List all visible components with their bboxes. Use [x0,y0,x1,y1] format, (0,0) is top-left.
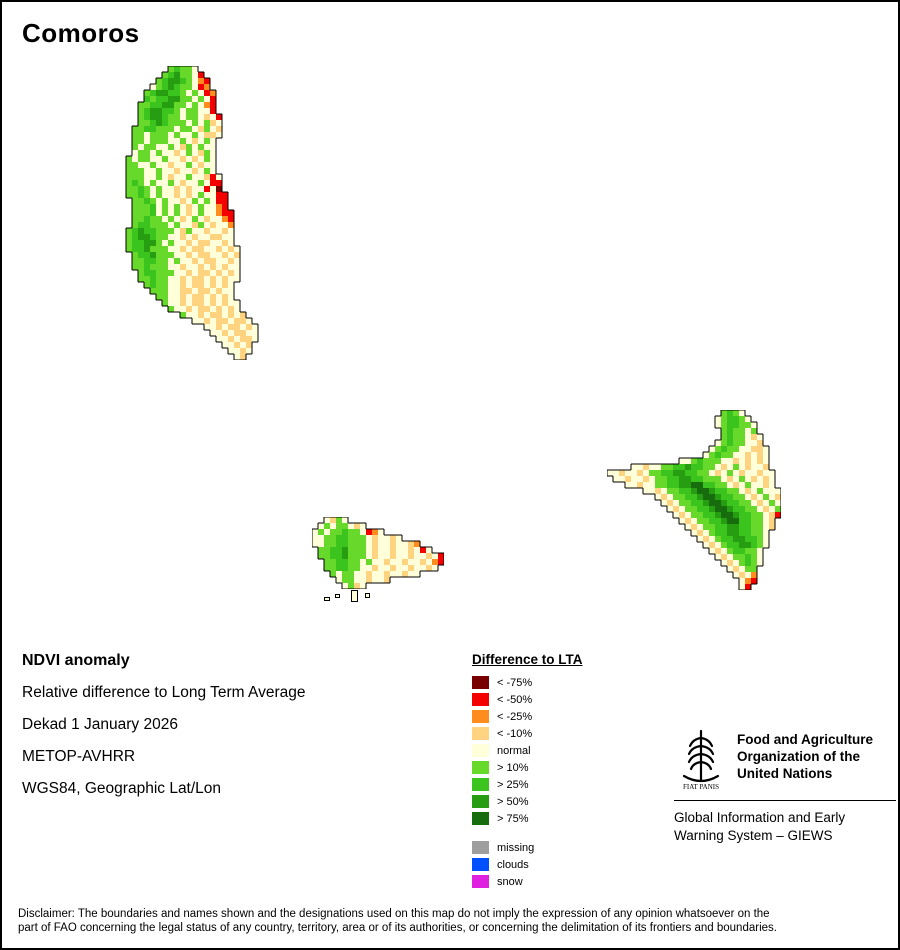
org-divider [674,800,896,801]
legend-item-50: < -50% [472,693,583,706]
legend-title: Difference to LTA [472,652,583,667]
org-name-line: Organization of the [737,749,860,764]
fao-logo-icon: FIAT PANIS [682,729,720,790]
legend-swatch [472,744,489,757]
info-line: METOP-AVHRR [22,748,136,765]
islet [324,597,330,601]
org-block: FIAT PANIS Food and Agriculture Organiza… [674,726,896,845]
legend-swatch [472,727,489,740]
legend-swatch [472,676,489,689]
info-line: Dekad 1 January 2026 [22,716,178,733]
giews-label: Global Information and Early Warning Sys… [674,809,896,845]
island-moheli [311,516,445,594]
legend-label: < -25% [497,710,533,723]
island-grande-comore [120,65,264,365]
legend-swatch [472,778,489,791]
legend-extra-items: missing clouds snow [472,841,583,888]
legend-swatch [472,795,489,808]
org-name: Food and Agriculture Organization of the… [737,726,873,782]
org-name-line: United Nations [737,766,833,781]
giews-line: Warning System – GIEWS [674,828,833,843]
map-info-block: NDVI anomaly Relative difference to Long… [22,652,306,812]
org-name-line: Food and Agriculture [737,732,873,747]
legend-swatch [472,693,489,706]
info-line: Relative difference to Long Term Average [22,684,306,701]
legend-swatch [472,761,489,774]
info-heading: NDVI anomaly [22,652,130,669]
legend-item-snow: snow [472,875,583,888]
fao-logo-motto: FIAT PANIS [683,783,719,790]
legend-swatch [472,812,489,825]
legend-item-50: > 50% [472,795,583,808]
legend-label: < -10% [497,727,533,740]
legend-item-25: < -25% [472,710,583,723]
legend-items: < -75% < -50% < -25% < -10% normal > 10% > 25%… [472,676,583,825]
islet [351,590,358,602]
disclaimer-text: Disclaimer: The boundaries and names sho… [18,908,777,934]
legend-item-clouds: clouds [472,858,583,871]
legend-item-25: > 25% [472,778,583,791]
legend-item-75: > 75% [472,812,583,825]
legend-label: clouds [497,858,529,871]
info-line: WGS84, Geographic Lat/Lon [22,780,222,797]
legend-label: normal [497,744,531,757]
legend-label: missing [497,841,535,854]
legend-label: snow [497,875,523,888]
legend-item-missing: missing [472,841,583,854]
legend-label: > 75% [497,812,529,825]
islet [335,594,340,598]
legend-item-normal: normal [472,744,583,757]
islet [365,593,370,598]
island-anjouan [606,409,782,595]
legend-item-10: < -10% [472,727,583,740]
legend-swatch [472,841,489,854]
legend-swatch [472,710,489,723]
legend-swatch [472,858,489,871]
info-lines: Relative difference to Long Term Average… [22,684,306,798]
legend-label: > 10% [497,761,529,774]
giews-line: Global Information and Early [674,810,846,825]
legend-label: > 50% [497,795,529,808]
legend-item-75: < -75% [472,676,583,689]
legend-label: > 25% [497,778,529,791]
legend-label: < -75% [497,676,533,689]
legend-label: < -50% [497,693,533,706]
legend-item-10: > 10% [472,761,583,774]
page-title: Comoros [22,18,140,48]
legend-swatch [472,875,489,888]
legend: Difference to LTA < -75% < -50% < -25% < -1… [472,652,583,892]
